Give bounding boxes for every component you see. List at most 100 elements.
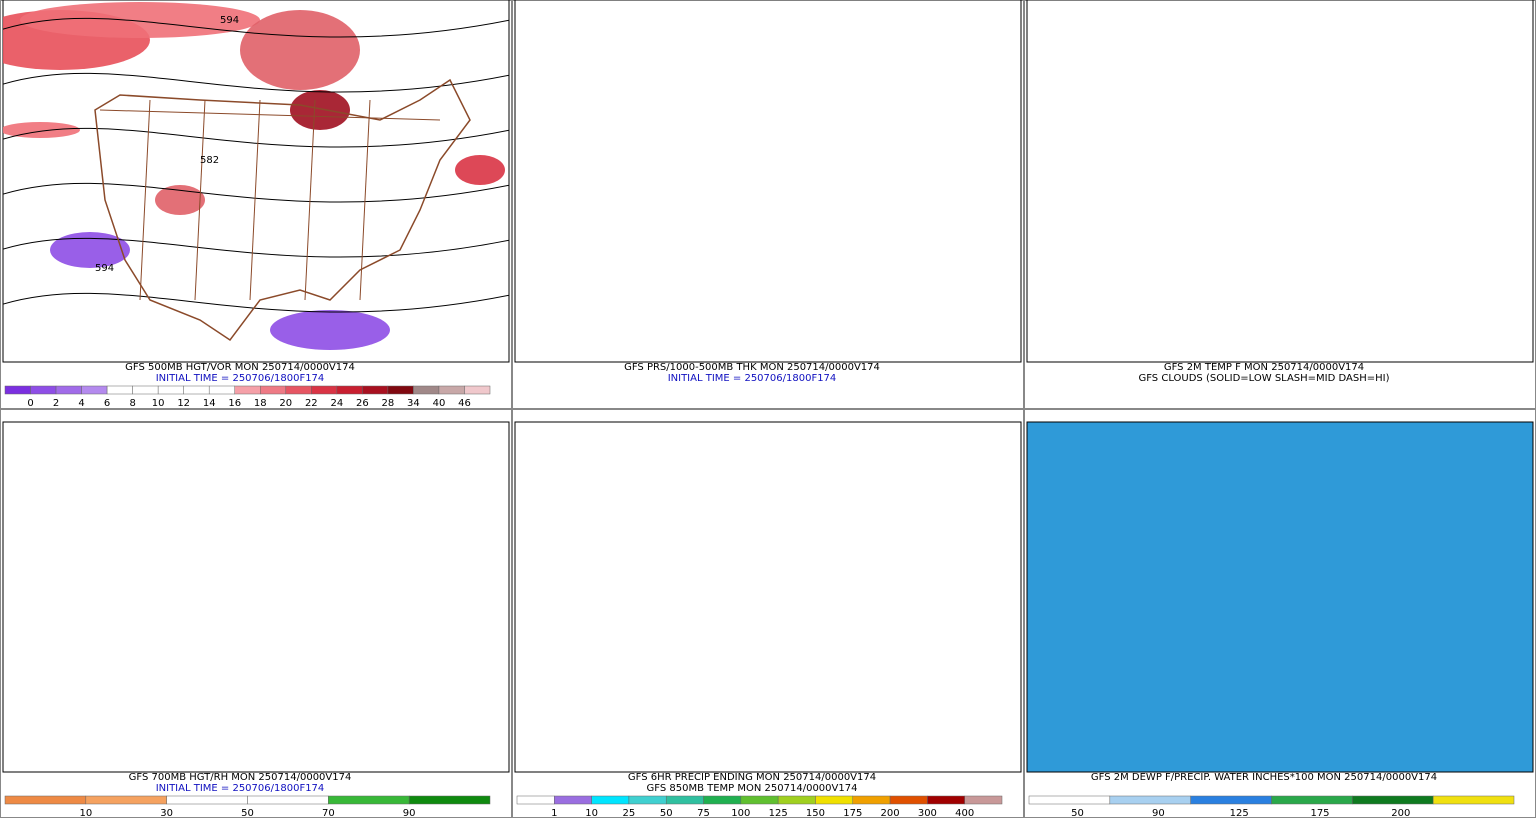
colorbar-label: 14 <box>203 398 216 409</box>
colorbar-label: 10 <box>152 398 165 409</box>
colorbar-label: 400 <box>955 808 974 819</box>
caption: GFS 6HR PRECIP ENDING MON 250714/0000V17… <box>628 772 876 783</box>
colorbar-box <box>927 795 965 805</box>
colorbar-label: 10 <box>79 808 92 819</box>
colorbar-label: 50 <box>241 808 254 819</box>
colorbar-box <box>387 385 414 395</box>
colorbar-box <box>247 795 329 805</box>
colorbar-box <box>106 385 133 395</box>
colorbar-box <box>408 795 491 805</box>
colorbar-label: 125 <box>1230 808 1249 819</box>
caption: INITIAL TIME = 250706/1800F174 <box>156 373 325 384</box>
caption: INITIAL TIME = 250706/1800F174 <box>668 373 837 384</box>
map: 594 582 594 <box>3 2 509 350</box>
colorbar-label: 200 <box>881 808 900 819</box>
colorbar-box <box>328 795 410 805</box>
colorbar-label: 50 <box>1071 808 1084 819</box>
colorbar-box <box>132 385 159 395</box>
colorbar-label: 100 <box>731 808 750 819</box>
colorbar-label: 8 <box>129 398 135 409</box>
coastline <box>94 78 471 342</box>
colorbar-box <box>4 385 31 395</box>
caption: GFS 850MB TEMP MON 250714/0000V174 <box>647 783 858 794</box>
colorbar-label: 46 <box>458 398 471 409</box>
colorbar-label: 300 <box>918 808 937 819</box>
colorbar-box <box>362 385 389 395</box>
field-area <box>240 10 360 90</box>
colorbar-box <box>889 795 928 805</box>
colorbar-label: 75 <box>697 808 710 819</box>
colorbar-box <box>55 385 82 395</box>
caption: GFS 2M TEMP F MON 250714/0000V174 <box>1164 362 1364 373</box>
colorbar-box <box>815 795 854 805</box>
caption: GFS PRS/1000-500MB THK MON 250714/0000V1… <box>624 362 880 373</box>
panel: 594 582 594 GFS 500MB HGT/VOR MON 250714/00… <box>0 0 512 409</box>
colorbar-label: 70 <box>322 808 335 819</box>
colorbar-label: 16 <box>228 398 241 409</box>
contour-label: 594 <box>220 15 239 26</box>
caption: INITIAL TIME = 250706/1800F174 <box>156 783 325 794</box>
map-area <box>514 0 1022 363</box>
colorbar-box <box>208 385 235 395</box>
colorbar-label: 10 <box>585 808 598 819</box>
colorbar-box <box>234 385 261 395</box>
contour-label: 582 <box>200 155 219 166</box>
colorbar-label: 28 <box>382 398 395 409</box>
colorbar-label: 34 <box>407 398 420 409</box>
colorbar-label: 200 <box>1391 808 1410 819</box>
colorbar-label: 22 <box>305 398 318 409</box>
caption: GFS CLOUDS (SOLID=LOW SLASH=MID DASH=HI) <box>1138 373 1389 384</box>
colorbar-label: 1 <box>551 808 557 819</box>
colorbar-box <box>1271 795 1353 805</box>
colorbar-box <box>260 385 287 395</box>
colorbar-box <box>628 795 667 805</box>
map-area <box>1026 421 1534 773</box>
colorbar-box <box>591 795 630 805</box>
colorbar-box <box>30 385 57 395</box>
colorbar-box <box>1109 795 1191 805</box>
colorbar-label: 0 <box>27 398 33 409</box>
field-area <box>455 155 505 185</box>
state-border <box>139 99 151 301</box>
colorbar-label: 125 <box>769 808 788 819</box>
colorbar-label: 26 <box>356 398 369 409</box>
colorbar-label: 175 <box>1310 808 1329 819</box>
contour-label: 594 <box>95 263 114 274</box>
field-area <box>270 310 390 350</box>
field-area <box>20 2 260 38</box>
colorbar-label: 4 <box>78 398 84 409</box>
colorbar-label: 150 <box>806 808 825 819</box>
colorbar-box <box>1352 795 1434 805</box>
colorbar-box <box>285 385 312 395</box>
colorbar-box <box>964 795 1003 805</box>
colorbar-box <box>1028 795 1111 805</box>
field-area <box>155 185 205 215</box>
panel: 32150905010GFS 700MB HGT/RH MON 250714/0… <box>0 409 512 819</box>
colorbar-box <box>81 385 108 395</box>
field-area <box>3 122 80 138</box>
colorbar-box <box>777 795 816 805</box>
contour <box>3 17 509 38</box>
panel: 10201020101210201012LLLLLLLLHHHHHHHHGFS … <box>512 0 1197 409</box>
contour <box>3 237 509 258</box>
state-border <box>359 99 371 301</box>
colorbar-box <box>516 795 555 805</box>
state-border <box>304 99 316 301</box>
colorbar-box <box>1190 795 1272 805</box>
map-area <box>514 421 1022 773</box>
colorbar-label: 90 <box>403 808 416 819</box>
colorbar-box <box>183 385 210 395</box>
colorbar-label: 50 <box>660 808 673 819</box>
colorbar-label: 90 <box>1152 808 1165 819</box>
contour <box>3 292 509 313</box>
map-area <box>2 421 510 773</box>
panel-border <box>0 409 512 818</box>
colorbar-box <box>740 795 779 805</box>
colorbar-box <box>85 795 167 805</box>
colorbar-label: 20 <box>279 398 292 409</box>
colorbar-label: 18 <box>254 398 267 409</box>
colorbar-label: 24 <box>330 398 343 409</box>
field-area <box>50 232 130 268</box>
